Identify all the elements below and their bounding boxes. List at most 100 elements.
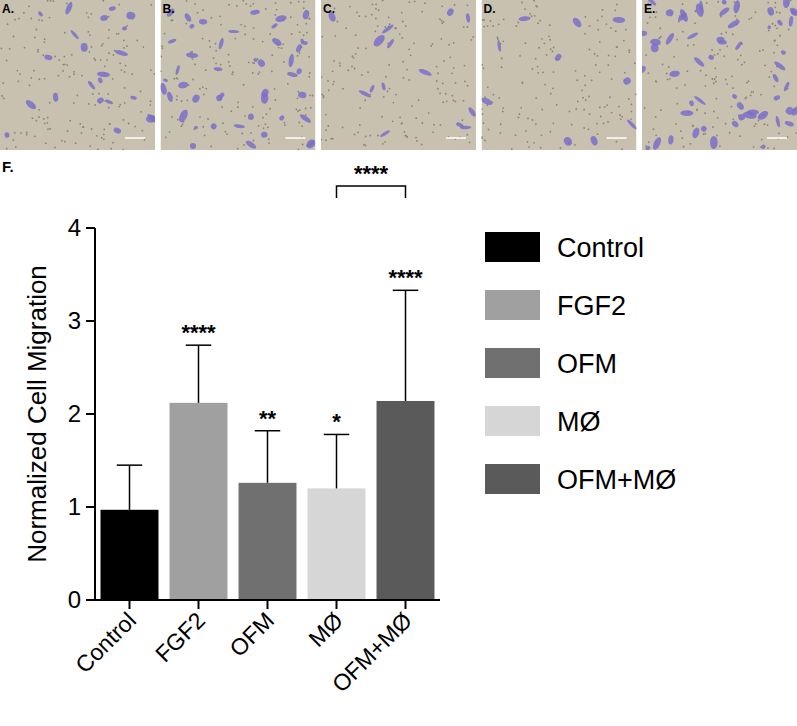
pore	[655, 16, 657, 18]
pore	[18, 18, 20, 20]
pore	[102, 43, 104, 45]
pore	[209, 46, 211, 48]
pore	[399, 116, 401, 118]
cell	[467, 106, 476, 118]
cell	[97, 77, 103, 84]
pore	[252, 72, 254, 74]
pore	[66, 64, 68, 66]
panel-content	[321, 0, 476, 150]
pore	[107, 93, 109, 95]
pore	[713, 111, 715, 113]
cell	[253, 57, 258, 62]
pore	[739, 135, 741, 137]
pore	[213, 57, 215, 59]
pore	[571, 124, 573, 126]
pore	[541, 109, 543, 111]
pore	[402, 61, 404, 63]
pore	[779, 35, 781, 37]
pore	[767, 147, 769, 149]
pore	[439, 92, 441, 94]
pore	[339, 65, 341, 67]
pore	[487, 25, 489, 27]
pore	[345, 27, 347, 29]
pore	[402, 21, 404, 23]
pore	[35, 29, 37, 31]
cell	[278, 114, 285, 121]
pore	[408, 48, 410, 50]
pore	[730, 106, 732, 108]
pore	[715, 98, 717, 100]
pore	[325, 139, 327, 141]
pore	[14, 132, 16, 134]
pore	[493, 94, 495, 96]
cell	[386, 38, 395, 49]
pore	[109, 123, 111, 125]
cell	[668, 135, 674, 145]
cell	[721, 0, 727, 5]
cell	[650, 38, 662, 46]
pore	[274, 99, 276, 101]
pore	[448, 44, 450, 46]
pore	[532, 119, 534, 121]
pore	[47, 128, 49, 130]
pore	[673, 56, 675, 58]
pore	[297, 97, 299, 99]
pore	[401, 37, 403, 39]
pore	[47, 0, 49, 2]
pore	[162, 47, 164, 49]
pore	[451, 95, 453, 97]
y-tick	[86, 227, 95, 229]
pore	[614, 55, 616, 57]
x-tick-label: Control	[70, 607, 141, 678]
cell	[651, 136, 662, 150]
significance-label: **	[259, 406, 277, 431]
pore	[625, 29, 627, 31]
pore	[89, 145, 91, 147]
pore	[6, 60, 8, 62]
pore	[124, 71, 126, 73]
pore	[284, 124, 286, 126]
pore	[321, 139, 322, 141]
pore	[610, 27, 612, 29]
pore	[309, 94, 311, 96]
cell	[130, 95, 137, 100]
pore	[1, 95, 3, 97]
pore	[624, 72, 626, 74]
pore	[535, 97, 537, 99]
pore	[725, 79, 727, 81]
pore	[150, 4, 152, 6]
cell	[295, 43, 303, 53]
pore	[526, 141, 528, 143]
pore	[395, 94, 397, 96]
cell	[250, 9, 260, 15]
pore	[714, 78, 716, 80]
pore	[645, 54, 647, 56]
pore	[232, 71, 234, 73]
pore	[416, 140, 418, 142]
pore	[342, 127, 344, 129]
panel-background	[642, 0, 797, 150]
pore	[616, 141, 618, 143]
cell	[446, 7, 455, 17]
cell	[299, 113, 312, 124]
pore	[377, 25, 379, 27]
pore	[3, 98, 5, 100]
pore	[226, 133, 228, 135]
pore	[405, 25, 407, 27]
cell	[562, 135, 574, 147]
pore	[349, 6, 351, 8]
pore	[375, 3, 377, 5]
pore	[531, 15, 533, 17]
pore	[534, 15, 536, 17]
cell	[718, 6, 731, 17]
pore	[528, 146, 530, 148]
cell	[381, 23, 395, 34]
pore	[717, 1, 719, 3]
pore	[332, 83, 334, 85]
pore	[236, 5, 238, 7]
pore	[44, 38, 46, 40]
cell	[122, 26, 127, 31]
cell	[735, 101, 745, 111]
pore	[717, 117, 719, 119]
pore	[9, 48, 11, 50]
